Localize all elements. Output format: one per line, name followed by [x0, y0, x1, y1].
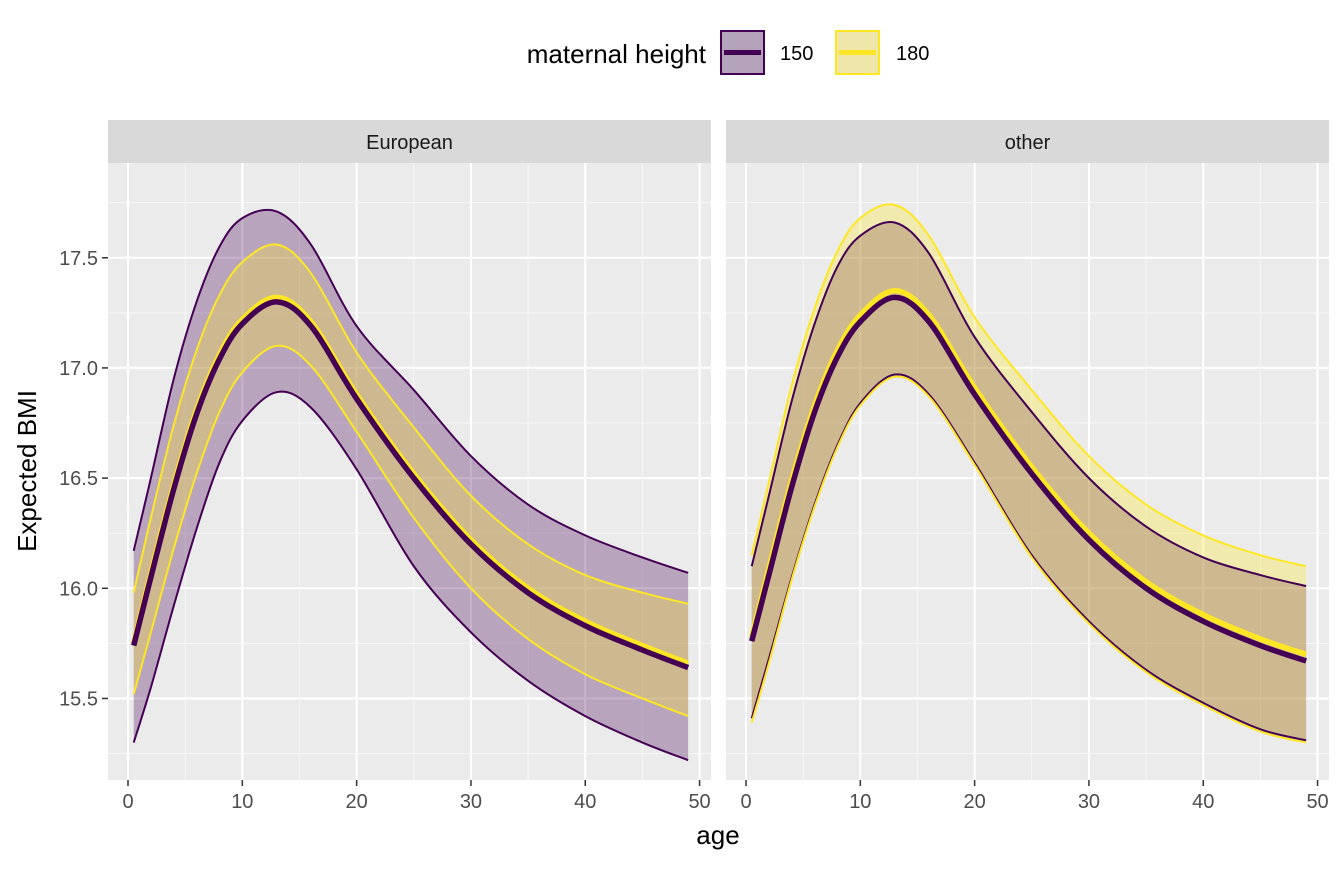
- x-tick-label: 10: [231, 791, 253, 813]
- x-tick-label: 30: [460, 791, 482, 813]
- series-line-150: [131, 299, 690, 671]
- panel-other: other 0 10 20 30 40 50: [726, 120, 1329, 813]
- x-tick-label: 0: [122, 791, 133, 813]
- ribbon-upper-150: [132, 208, 689, 574]
- strip-background: [108, 120, 711, 163]
- x-tick-label: 50: [1306, 791, 1328, 813]
- legend-item-150: 150: [720, 30, 813, 75]
- x-tick-label: 0: [740, 791, 751, 813]
- x-axis-title: age: [696, 820, 739, 850]
- x-tick-label: 30: [1078, 791, 1100, 813]
- y-tick-label: 16.5: [59, 468, 98, 490]
- legend-title: maternal height: [527, 39, 707, 69]
- x-tick-label: 40: [1192, 791, 1214, 813]
- ribbon-150: [751, 221, 1307, 741]
- ribbon-upper-180: [750, 203, 1307, 568]
- ribbon-upper-180: [132, 243, 689, 605]
- y-tick-label: 15.5: [59, 688, 98, 710]
- legend-item-180: 180: [835, 30, 929, 75]
- strip-label: European: [366, 132, 453, 154]
- ribbon-lower-180: [132, 344, 689, 718]
- y-tick-label: 17.5: [59, 248, 98, 270]
- series-line-150: [749, 294, 1308, 664]
- legend-label-180: 180: [896, 43, 929, 65]
- y-tick-label: 16.0: [59, 578, 98, 600]
- x-tick-label: 40: [574, 791, 596, 813]
- x-tick-label: 10: [849, 791, 871, 813]
- x-tick-label: 50: [688, 791, 710, 813]
- strip-background: [726, 120, 1329, 163]
- ribbon-lower-180: [750, 375, 1307, 744]
- ribbon-lower-150: [132, 390, 689, 762]
- legend-label-150: 150: [780, 43, 813, 65]
- x-tick-label: 20: [964, 791, 986, 813]
- legend: maternal height 150 180: [527, 30, 929, 75]
- ribbon-upper-150: [750, 220, 1307, 588]
- x-tick-label: 20: [346, 791, 368, 813]
- y-axis-title: Expected BMI: [12, 390, 42, 552]
- panels: European 0 10 20 30 40 50 15.5 16.0 16.5 17.0 17.5 o…: [59, 120, 1329, 813]
- ribbon-180: [133, 244, 689, 717]
- y-tick-label: 17.0: [59, 358, 98, 380]
- panel-european: European 0 10 20 30 40 50 15.5 16.0 16.5 17.0 17.5: [59, 120, 711, 813]
- strip-label: other: [1005, 132, 1051, 154]
